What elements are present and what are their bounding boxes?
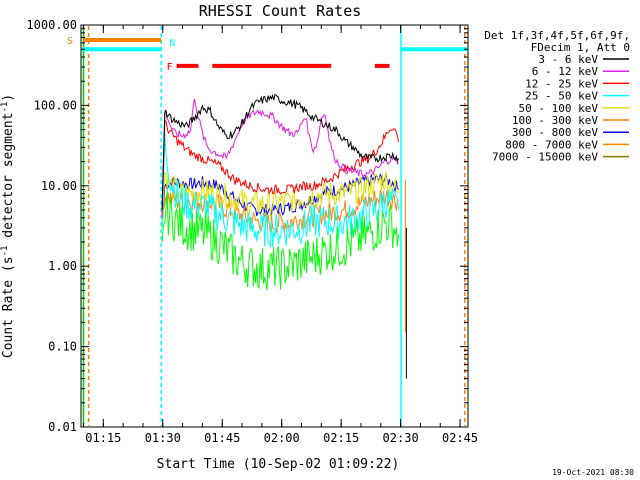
legend-header: Det 1f,3f,4f,5f,6f,9f,	[484, 29, 630, 42]
series-line	[161, 190, 400, 291]
x-axis-label: Start Time (10-Sep-02 01:09:22)	[157, 457, 400, 472]
y-tick-label: 1000.00	[26, 18, 77, 32]
y-tick-label: 1.00	[48, 259, 77, 273]
legend-label: 300 - 800 keV	[512, 126, 598, 139]
series-line	[161, 132, 400, 248]
legend-label: 50 - 100 keV	[519, 102, 599, 115]
y-tick-label: 10.00	[41, 179, 77, 193]
tick-labels: 1000.00 100.00 10.00 1.00 0.10 0.01 01:15 01:30…	[26, 18, 478, 445]
x-tick-label: 02:30	[383, 431, 419, 445]
legend-label: 25 - 50 keV	[525, 90, 598, 103]
attenuator-bars: S N F	[67, 36, 467, 73]
series-line	[161, 172, 400, 228]
y-axis-label: Count Rate (s-1 detector segment-1)	[0, 94, 16, 358]
series-lines	[82, 26, 466, 426]
series-line	[161, 98, 400, 218]
legend: Det 1f,3f,4f,5f,6f,9f,FDecim 1, Att 03 -…	[484, 29, 630, 164]
axes	[80, 24, 469, 428]
state-label: F	[167, 62, 173, 73]
series-line	[161, 189, 399, 234]
y-tick-label: 100.00	[34, 98, 77, 112]
y-tick-label: 0.10	[48, 340, 77, 354]
x-tick-label: 02:15	[323, 431, 359, 445]
legend-label: 800 - 7000 keV	[505, 138, 598, 151]
x-tick-label: 01:30	[145, 431, 181, 445]
timestamp: 19-Oct-2021 08:30	[552, 468, 634, 477]
x-tick-label: 01:45	[204, 431, 240, 445]
legend-label: 12 - 25 keV	[525, 77, 598, 90]
series-line	[161, 93, 400, 211]
state-label: N	[169, 38, 175, 49]
plot-frame	[80, 24, 469, 428]
legend-label: 7000 - 15000 keV	[492, 151, 598, 164]
legend-label: 3 - 6 keV	[538, 53, 598, 66]
chart-title: RHESSI Count Rates	[199, 2, 362, 20]
legend-label: 100 - 300 keV	[512, 114, 598, 127]
legend-label: 6 - 12 keV	[532, 65, 599, 78]
x-tick-label: 02:00	[264, 431, 300, 445]
legend-header: FDecim 1, Att 0	[531, 41, 630, 54]
x-tick-label: 01:15	[85, 431, 121, 445]
series-line	[161, 120, 400, 218]
x-tick-label: 02:45	[442, 431, 478, 445]
state-label: S	[67, 36, 73, 47]
y-tick-label: 0.01	[48, 420, 77, 434]
